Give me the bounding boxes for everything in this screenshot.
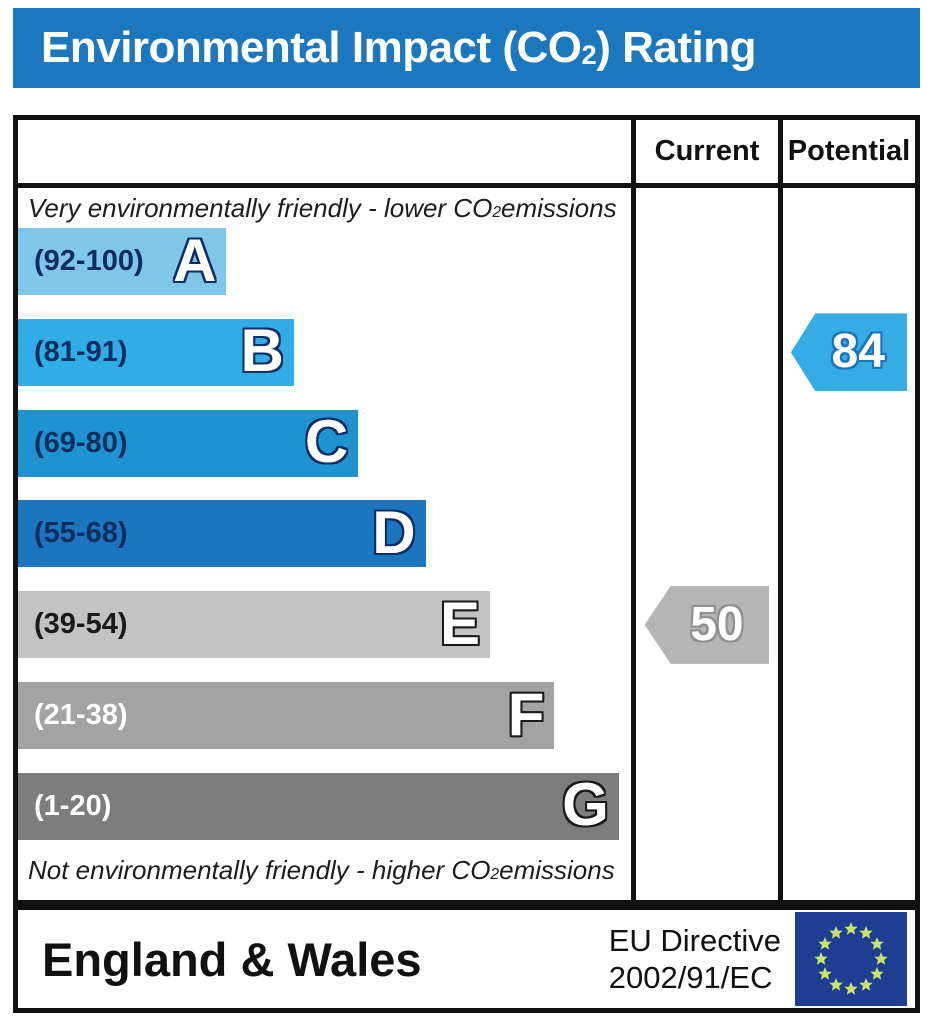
bottom-note-text: Not environmentally friendly - higher CO [28, 854, 491, 885]
band-range-label: (21-38) [34, 699, 128, 732]
rating-table: Current Potential Very environmentally f… [13, 115, 920, 905]
top-note: Very environmentally friendly - lower CO… [18, 188, 631, 228]
band-letter: C [304, 407, 349, 475]
band-range-label: (69-80) [34, 426, 128, 459]
band-range-label: (1-20) [34, 789, 112, 822]
band-range-label: (81-91) [34, 335, 128, 368]
band-bar-b: (81-91) B [18, 317, 294, 386]
rating-bands: (92-100) A (81-91) B (69-80) C [18, 228, 631, 840]
eu-directive-line1: EU Directive [608, 922, 781, 958]
page-title: Environmental Impact (CO 2) Rating [13, 8, 920, 88]
band-range-label: (92-100) [34, 245, 144, 277]
band-row-d: (55-68) D [18, 498, 631, 568]
column-header-current: Current [631, 120, 778, 183]
bottom-note-text-end: emissions [499, 854, 615, 885]
band-row-a: (92-100) A [18, 228, 631, 295]
column-header-potential: Potential [778, 120, 915, 183]
band-row-b: (81-91) B [18, 317, 631, 386]
band-range-label: (39-54) [34, 608, 128, 641]
band-chart-column: Very environmentally friendly - lower CO… [18, 188, 631, 900]
table-header: Current Potential [18, 120, 915, 188]
band-letter: G [562, 771, 609, 839]
current-column: 50 [631, 188, 778, 900]
potential-rating-arrow: 84 [790, 313, 908, 392]
potential-rating-value: 84 [831, 325, 885, 379]
band-letter: F [507, 680, 545, 748]
band-letter: B [240, 317, 284, 385]
band-letter: A [173, 226, 217, 294]
top-note-text: Very environmentally friendly - lower CO [28, 192, 493, 223]
top-note-subscript: 2 [492, 204, 501, 222]
band-bar-a: (92-100) A [18, 226, 227, 295]
band-row-g: (1-20) G [18, 771, 631, 840]
current-rating-value: 50 [690, 597, 744, 651]
footer-bar: England & Wales EU Directive 2002/91/EC [13, 905, 920, 1013]
band-bar-f: (21-38) F [18, 680, 555, 750]
current-rating-arrow: 50 [644, 585, 770, 664]
band-bar-c: (69-80) C [18, 407, 359, 477]
top-note-text-end: emissions [501, 192, 617, 223]
title-subscript: 2 [581, 38, 597, 70]
band-row-f: (21-38) F [18, 680, 631, 750]
band-range-label: (55-68) [34, 517, 128, 550]
band-row-e: (39-54) E [18, 589, 631, 659]
table-body: Very environmentally friendly - lower CO… [18, 188, 915, 900]
chart-header-empty [18, 120, 631, 183]
title-text-end: ) Rating [596, 23, 756, 72]
bottom-note: Not environmentally friendly - higher CO… [18, 840, 631, 900]
band-row-c: (69-80) C [18, 407, 631, 477]
potential-column: 84 [778, 188, 915, 900]
eu-directive-line2: 2002/91/EC [608, 960, 773, 995]
bottom-note-subscript: 2 [490, 866, 500, 884]
eu-directive-label: EU Directive 2002/91/EC [609, 922, 781, 996]
band-bar-g: (1-20) G [18, 771, 619, 840]
band-letter: E [439, 589, 480, 657]
eu-flag-icon [795, 912, 907, 1006]
region-label: England & Wales [42, 932, 422, 986]
band-bar-e: (39-54) E [18, 589, 490, 659]
band-letter: D [372, 498, 416, 566]
band-bar-d: (55-68) D [18, 498, 426, 568]
title-text: Environmental Impact (CO [41, 23, 582, 72]
